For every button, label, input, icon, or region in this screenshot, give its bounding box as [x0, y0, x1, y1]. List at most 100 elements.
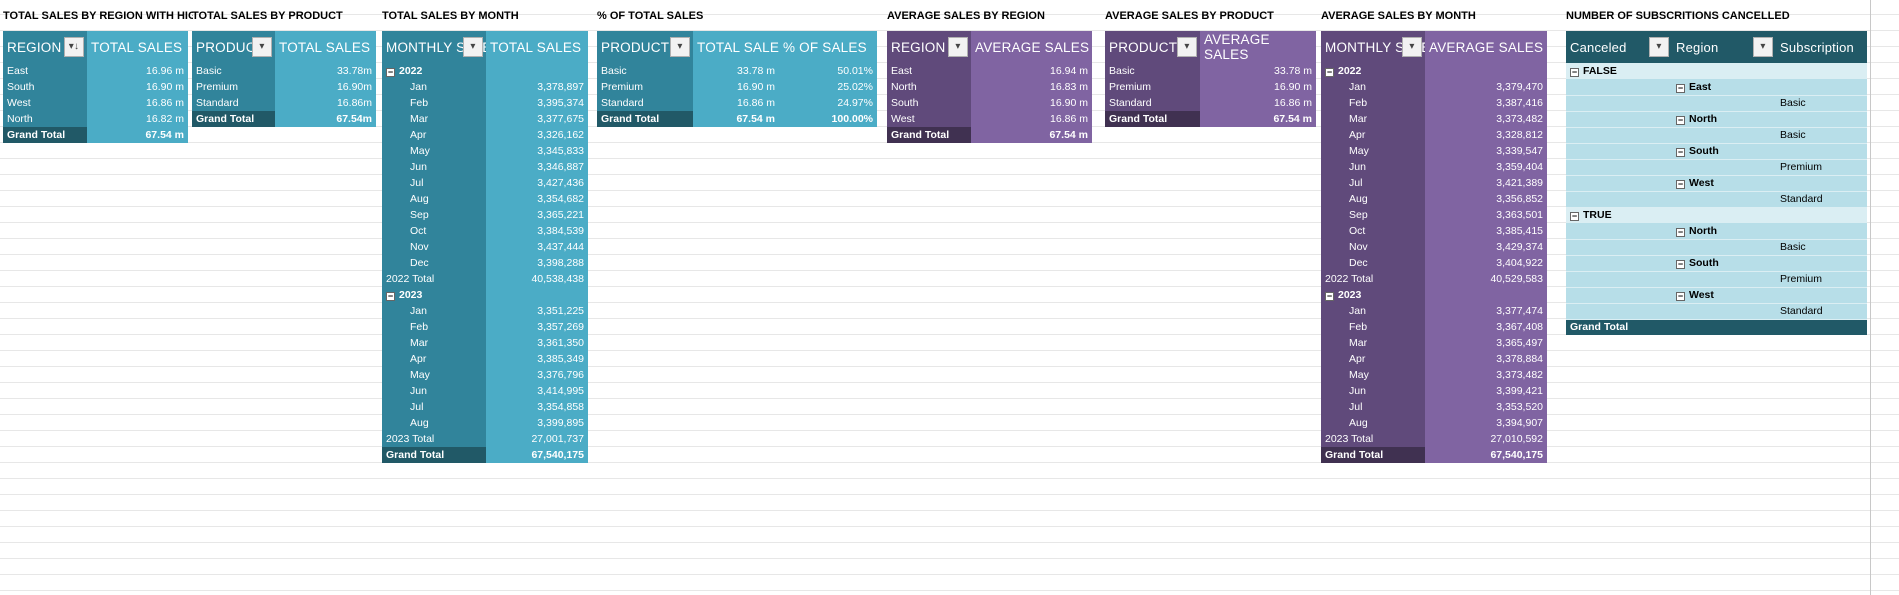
region-row[interactable]: − West — [1566, 175, 1867, 192]
collapse-icon[interactable]: − — [1676, 179, 1685, 189]
collapse-icon[interactable]: − — [386, 291, 395, 301]
canceled-header[interactable]: Canceled ▾ — [1566, 31, 1672, 63]
collapse-icon[interactable]: − — [1676, 147, 1685, 157]
dropdown-icon[interactable]: ▾ — [1649, 37, 1669, 57]
month-label[interactable]: Dec — [1321, 255, 1425, 271]
row-label[interactable]: West — [3, 95, 87, 111]
month-label[interactable]: Feb — [1321, 95, 1425, 111]
year-row[interactable]: −2023 — [382, 287, 588, 303]
month-label[interactable]: Nov — [382, 239, 486, 255]
row-label[interactable]: Standard — [1105, 95, 1200, 111]
month-label[interactable]: Mar — [382, 111, 486, 127]
year-row[interactable]: −2022 — [1321, 63, 1547, 79]
month-label[interactable]: Oct — [1321, 223, 1425, 239]
dropdown-icon[interactable]: ▾ — [1753, 37, 1773, 57]
row-label[interactable]: Standard — [192, 95, 275, 111]
sort-filter-icon[interactable]: ▾↓ — [64, 37, 84, 57]
month-label[interactable]: Nov — [1321, 239, 1425, 255]
month-label[interactable]: Feb — [1321, 319, 1425, 335]
region-label[interactable]: − South — [1672, 255, 1776, 272]
row-label[interactable]: Standard — [597, 95, 693, 111]
month-label[interactable]: Mar — [1321, 111, 1425, 127]
month-label[interactable]: Apr — [1321, 351, 1425, 367]
region-label[interactable]: − South — [1672, 143, 1776, 160]
collapse-icon[interactable]: − — [1570, 211, 1579, 222]
subscription-value[interactable]: Standard — [1776, 303, 1867, 320]
region-row[interactable]: − North — [1566, 111, 1867, 128]
month-label[interactable]: Jul — [382, 175, 486, 191]
canceled-group-row[interactable]: − FALSE — [1566, 63, 1867, 79]
dropdown-icon[interactable]: ▾ — [670, 37, 690, 57]
region-label[interactable]: − North — [1672, 223, 1776, 240]
product-header[interactable]: PRODUCT ▾ — [597, 31, 693, 63]
month-label[interactable]: Aug — [1321, 415, 1425, 431]
row-label[interactable]: Premium — [1105, 79, 1200, 95]
row-label[interactable]: Basic — [192, 63, 275, 79]
region-row[interactable]: − East — [1566, 79, 1867, 96]
row-label[interactable]: Basic — [1105, 63, 1200, 79]
product-header[interactable]: PRODUCT ▾ — [1105, 31, 1200, 63]
month-label[interactable]: May — [1321, 367, 1425, 383]
year-label[interactable]: −2023 — [1321, 287, 1425, 303]
region-header[interactable]: REGION ▾ — [887, 31, 971, 63]
region-row[interactable]: − South — [1566, 143, 1867, 160]
product-header[interactable]: PRODUCT ▾ — [192, 31, 275, 63]
month-label[interactable]: May — [382, 143, 486, 159]
month-label[interactable]: Jul — [382, 399, 486, 415]
year-row[interactable]: −2022 — [382, 63, 588, 79]
dropdown-icon[interactable]: ▾ — [1177, 37, 1197, 57]
region-label[interactable]: − North — [1672, 111, 1776, 128]
month-label[interactable]: Jan — [382, 79, 486, 95]
row-label[interactable]: Premium — [597, 79, 693, 95]
collapse-icon[interactable]: − — [1676, 226, 1685, 237]
canceled-group-label[interactable]: − TRUE — [1566, 207, 1867, 223]
region-label[interactable]: − West — [1672, 287, 1776, 304]
dropdown-icon[interactable]: ▾ — [1402, 37, 1422, 57]
month-label[interactable]: Apr — [382, 127, 486, 143]
region-label[interactable]: − West — [1672, 175, 1776, 192]
subscription-value[interactable]: Basic — [1776, 95, 1867, 112]
month-label[interactable]: Mar — [1321, 335, 1425, 351]
collapse-icon[interactable]: − — [1325, 67, 1334, 77]
month-label[interactable]: Sep — [1321, 207, 1425, 223]
canceled-group-label[interactable]: − FALSE — [1566, 63, 1867, 79]
year-label[interactable]: −2022 — [1321, 63, 1425, 79]
month-label[interactable]: Aug — [382, 415, 486, 431]
month-label[interactable]: Jun — [382, 383, 486, 399]
month-label[interactable]: Jul — [1321, 175, 1425, 191]
subscription-value[interactable]: Premium — [1776, 271, 1867, 288]
month-label[interactable]: Feb — [382, 95, 486, 111]
collapse-icon[interactable]: − — [386, 67, 395, 77]
month-label[interactable]: Jul — [1321, 399, 1425, 415]
month-label[interactable]: Aug — [382, 191, 486, 207]
month-label[interactable]: Jun — [1321, 383, 1425, 399]
month-label[interactable]: May — [1321, 143, 1425, 159]
row-label[interactable]: East — [3, 63, 87, 79]
month-label[interactable]: Jun — [382, 159, 486, 175]
subscription-value[interactable]: Basic — [1776, 127, 1867, 144]
month-label[interactable]: Jan — [1321, 303, 1425, 319]
region-header[interactable]: Region ▾ — [1672, 31, 1776, 63]
row-label[interactable]: North — [3, 111, 87, 127]
month-label[interactable]: Feb — [382, 319, 486, 335]
month-label[interactable]: Apr — [1321, 127, 1425, 143]
collapse-icon[interactable]: − — [1676, 82, 1685, 93]
row-label[interactable]: Premium — [192, 79, 275, 95]
row-label[interactable]: South — [3, 79, 87, 95]
row-label[interactable]: East — [887, 63, 971, 79]
month-label[interactable]: Mar — [382, 335, 486, 351]
collapse-icon[interactable]: − — [1570, 67, 1579, 77]
month-label[interactable]: Jun — [1321, 159, 1425, 175]
canceled-group-row[interactable]: − TRUE — [1566, 207, 1867, 223]
month-label[interactable]: Jan — [1321, 79, 1425, 95]
dropdown-icon[interactable]: ▾ — [463, 37, 483, 57]
month-label[interactable]: Dec — [382, 255, 486, 271]
dropdown-icon[interactable]: ▾ — [948, 37, 968, 57]
row-label[interactable]: Basic — [597, 63, 693, 79]
collapse-icon[interactable]: − — [1676, 259, 1685, 269]
month-label[interactable]: Oct — [382, 223, 486, 239]
subscription-value[interactable]: Standard — [1776, 191, 1867, 208]
month-label[interactable]: Sep — [382, 207, 486, 223]
year-row[interactable]: −2023 — [1321, 287, 1547, 303]
collapse-icon[interactable]: − — [1325, 291, 1334, 301]
